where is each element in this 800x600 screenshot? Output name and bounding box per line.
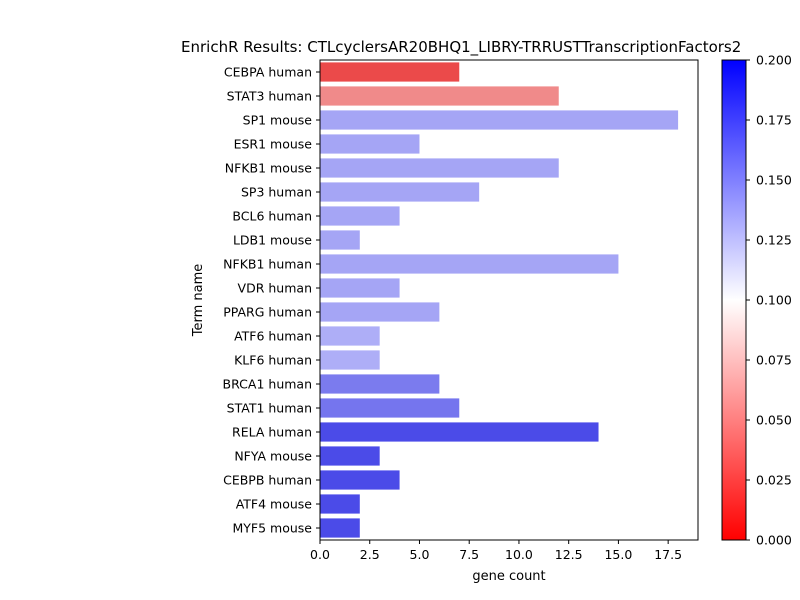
x-tick-label: 5.0 bbox=[410, 547, 430, 562]
x-tick-label: 0.0 bbox=[310, 547, 330, 562]
bar-myf5-mouse bbox=[320, 518, 360, 538]
y-tick-label: SP1 mouse bbox=[243, 113, 313, 128]
bar-stat3-human bbox=[320, 86, 559, 106]
colorbar-ticks: 0.000 0.025 0.050 0.075 0.100 0.125 0.150 0.175… bbox=[746, 53, 792, 548]
y-tick-label: NFKB1 human bbox=[223, 257, 312, 272]
y-tick-label: SP3 human bbox=[241, 185, 312, 200]
x-axis-label: gene count bbox=[472, 569, 545, 584]
bar-vdr-human bbox=[320, 278, 400, 298]
bar-atf6-human bbox=[320, 326, 380, 346]
bar-bcl6-human bbox=[320, 206, 400, 226]
bar-pparg-human bbox=[320, 302, 440, 322]
bar-rela-human bbox=[320, 422, 599, 442]
bar-nfkb1-human bbox=[320, 254, 619, 274]
colorbar-tick-label: 0.025 bbox=[756, 473, 792, 488]
colorbar-tick-label: 0.075 bbox=[756, 353, 792, 368]
colorbar-tick-label: 0.175 bbox=[756, 113, 792, 128]
bar-nfkb1-mouse bbox=[320, 158, 559, 178]
x-ticks: 0.0 2.5 5.0 7.5 10.0 12.5 15.0 17.5 bbox=[310, 540, 682, 562]
y-tick-label: STAT3 human bbox=[227, 89, 312, 104]
y-tick-label: STAT1 human bbox=[227, 401, 312, 416]
y-tick-label: CEBPA human bbox=[224, 65, 312, 80]
bar-sp1-mouse bbox=[320, 110, 679, 130]
bars-group bbox=[320, 62, 679, 538]
plot-frame bbox=[319, 59, 699, 541]
colorbar-tick-label: 0.150 bbox=[756, 173, 792, 188]
bar-stat1-human bbox=[320, 398, 460, 418]
y-tick-label: LDB1 mouse bbox=[233, 233, 312, 248]
x-tick-label: 17.5 bbox=[654, 547, 682, 562]
bar-cebpb-human bbox=[320, 470, 400, 490]
x-tick-label: 2.5 bbox=[360, 547, 380, 562]
bar-brca1-human bbox=[320, 374, 440, 394]
chart-title: EnrichR Results: CTLcyclersAR20BHQ1_LIBR… bbox=[181, 38, 741, 57]
colorbar-tick-label: 0.100 bbox=[756, 293, 792, 308]
y-tick-label: CEBPB human bbox=[223, 473, 312, 488]
colorbar-tick-label: 0.000 bbox=[756, 533, 792, 548]
colorbar-tick-label: 0.200 bbox=[756, 53, 792, 68]
bar-klf6-human bbox=[320, 350, 380, 370]
y-tick-label: VDR human bbox=[238, 281, 312, 296]
colorbar-tick-label: 0.125 bbox=[756, 233, 792, 248]
bar-nfya-mouse bbox=[320, 446, 380, 466]
x-tick-label: 7.5 bbox=[459, 547, 479, 562]
y-tick-label: PPARG human bbox=[223, 305, 312, 320]
y-axis-label: Term name bbox=[191, 264, 206, 338]
y-tick-label: KLF6 human bbox=[234, 353, 312, 368]
y-tick-label: BRCA1 human bbox=[223, 377, 312, 392]
y-tick-label: NFYA mouse bbox=[234, 449, 312, 464]
y-tick-labels: CEBPA human STAT3 human SP1 mouse ESR1 mous… bbox=[223, 65, 320, 536]
y-tick-label: BCL6 human bbox=[232, 209, 312, 224]
bar-ldb1-mouse bbox=[320, 230, 360, 250]
x-tick-label: 12.5 bbox=[555, 547, 583, 562]
y-tick-label: RELA human bbox=[232, 425, 312, 440]
bar-cebpa-human bbox=[320, 62, 460, 82]
y-tick-label: ATF4 mouse bbox=[236, 497, 313, 512]
bar-esr1-mouse bbox=[320, 134, 420, 154]
bar-atf4-mouse bbox=[320, 494, 360, 514]
bar-sp3-human bbox=[320, 182, 480, 202]
x-tick-label: 10.0 bbox=[505, 547, 533, 562]
x-tick-label: 15.0 bbox=[604, 547, 632, 562]
y-tick-label: ESR1 mouse bbox=[234, 137, 313, 152]
y-tick-label: ATF6 human bbox=[234, 329, 312, 344]
colorbar-tick-label: 0.050 bbox=[756, 413, 792, 428]
colorbar bbox=[721, 59, 747, 541]
y-tick-label: MYF5 mouse bbox=[233, 521, 313, 536]
y-tick-label: NFKB1 mouse bbox=[225, 161, 312, 176]
